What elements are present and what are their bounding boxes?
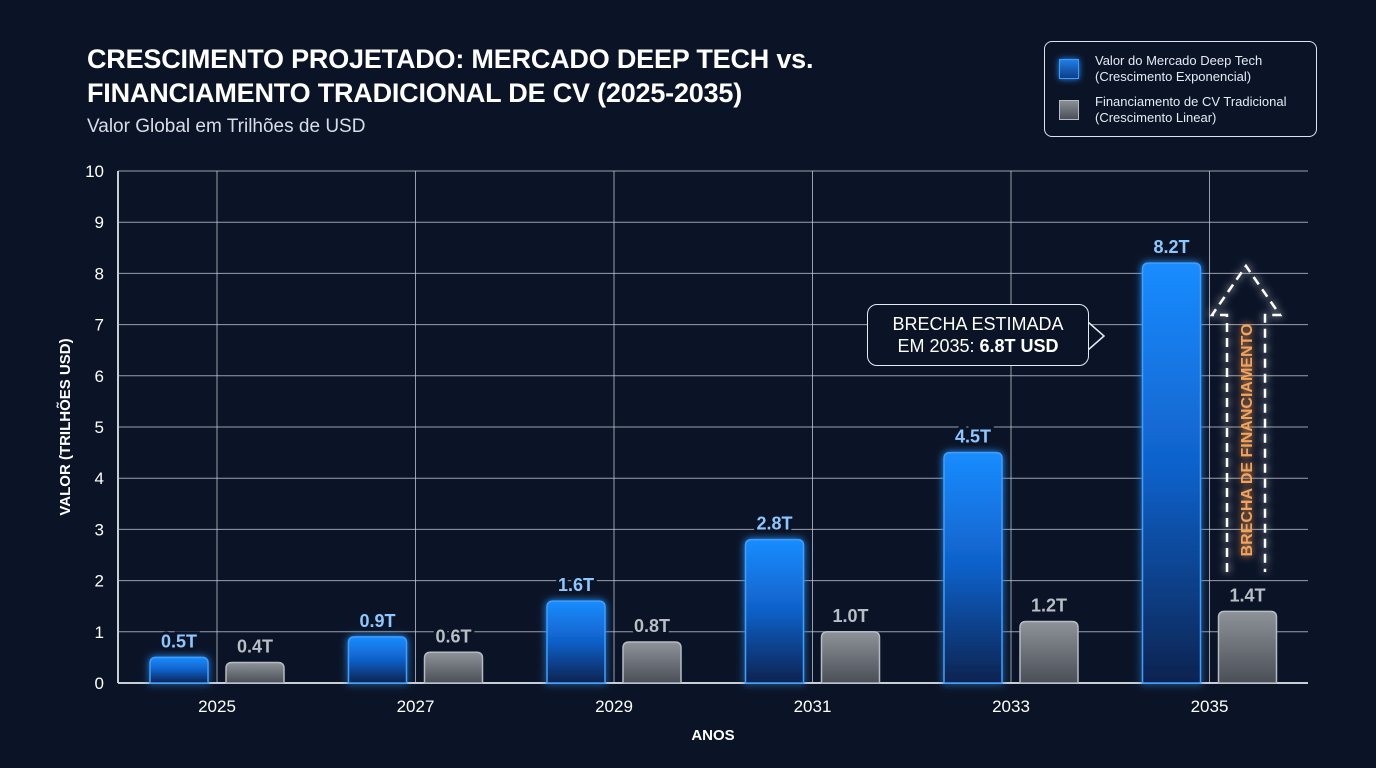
- gap-arrow: BRECHA DE FINANCIAMENTO: [1209, 263, 1283, 572]
- gap-callout: BRECHA ESTIMADA EM 2035: 6.8T USD: [867, 304, 1089, 366]
- gap-arrow-label: BRECHA DE FINANCIAMENTO: [1239, 324, 1256, 557]
- callout-pointer: [1087, 321, 1106, 351]
- legend-label: Financiamento de CV Tradicional: [1095, 94, 1287, 109]
- legend-item-vc: Financiamento de CV Tradicional (Crescime…: [1059, 94, 1287, 126]
- x-axis-label: ANOS: [691, 727, 734, 744]
- bar-vc: [820, 631, 881, 684]
- legend-item-deep-tech: Valor do Mercado Deep Tech (Crescimento E…: [1059, 53, 1262, 85]
- data-label: 2.8T: [756, 514, 792, 534]
- legend: Valor do Mercado Deep Tech (Crescimento E…: [1044, 41, 1317, 137]
- x-tick-label: 2027: [397, 697, 435, 716]
- legend-sublabel: (Crescimento Exponencial): [1095, 69, 1252, 84]
- bar-deep-tech: [546, 600, 606, 684]
- gap-arrow-shape: [1209, 263, 1283, 572]
- bar-vc: [1217, 610, 1278, 684]
- legend-swatch-grey: [1059, 100, 1079, 120]
- x-tick-label: 2035: [1191, 697, 1229, 716]
- bar-deep-tech: [943, 451, 1003, 684]
- chart-title: CRESCIMENTO PROJETADO: MERCADO DEEP TECH…: [87, 42, 814, 110]
- y-tick-label: 2: [95, 572, 104, 591]
- data-label: 1.0T: [832, 606, 868, 626]
- x-tick-label: 2025: [198, 697, 236, 716]
- data-label: 0.4T: [237, 637, 273, 657]
- y-tick-label: 0: [95, 674, 104, 693]
- y-tick-label: 5: [95, 418, 104, 437]
- y-tick-label: 7: [95, 316, 104, 335]
- y-tick-label: 4: [95, 469, 104, 488]
- legend-sublabel: (Crescimento Linear): [1095, 110, 1217, 125]
- x-tick-label: 2033: [992, 697, 1030, 716]
- y-axis-label: VALOR (TRILHÕES USD): [56, 338, 74, 515]
- data-label: 1.6T: [558, 575, 594, 595]
- y-tick-label: 10: [85, 162, 104, 181]
- bar-deep-tech: [744, 538, 805, 684]
- bar-deep-tech: [149, 656, 209, 684]
- data-label: 4.5T: [955, 427, 991, 447]
- bar-vc: [1019, 620, 1079, 684]
- data-label: 8.2T: [1153, 237, 1189, 257]
- bar-deep-tech: [1141, 262, 1202, 684]
- y-tick-label: 1: [95, 623, 104, 642]
- bar-vc: [622, 641, 682, 684]
- bar-deep-tech: [347, 636, 408, 684]
- x-tick-label: 2031: [794, 697, 832, 716]
- x-tick-label: 2029: [595, 697, 633, 716]
- bar-vc: [225, 661, 285, 684]
- data-label: 1.4T: [1229, 585, 1265, 605]
- callout-value: 6.8T USD: [979, 336, 1059, 356]
- data-label: 0.6T: [435, 626, 471, 646]
- data-label: 0.9T: [359, 611, 395, 631]
- y-tick-label: 3: [95, 520, 104, 539]
- y-tick-label: 6: [95, 367, 104, 386]
- data-label: 1.2T: [1031, 596, 1067, 616]
- title-line-1: CRESCIMENTO PROJETADO: MERCADO DEEP TECH…: [87, 44, 814, 74]
- data-label: 0.5T: [161, 631, 197, 651]
- callout-prefix: EM 2035:: [897, 336, 980, 356]
- bar-vc: [423, 651, 484, 684]
- chart-subtitle: Valor Global em Trilhões de USD: [87, 116, 366, 137]
- legend-label: Valor do Mercado Deep Tech: [1095, 53, 1263, 68]
- y-tick-label: 9: [95, 213, 104, 232]
- y-tick-label: 8: [95, 264, 104, 283]
- legend-swatch-blue: [1059, 59, 1079, 79]
- title-line-2: FINANCIAMENTO TRADICIONAL DE CV (2025-20…: [87, 78, 743, 108]
- data-label: 0.8T: [634, 616, 670, 636]
- callout-line-1: BRECHA ESTIMADA: [892, 314, 1064, 334]
